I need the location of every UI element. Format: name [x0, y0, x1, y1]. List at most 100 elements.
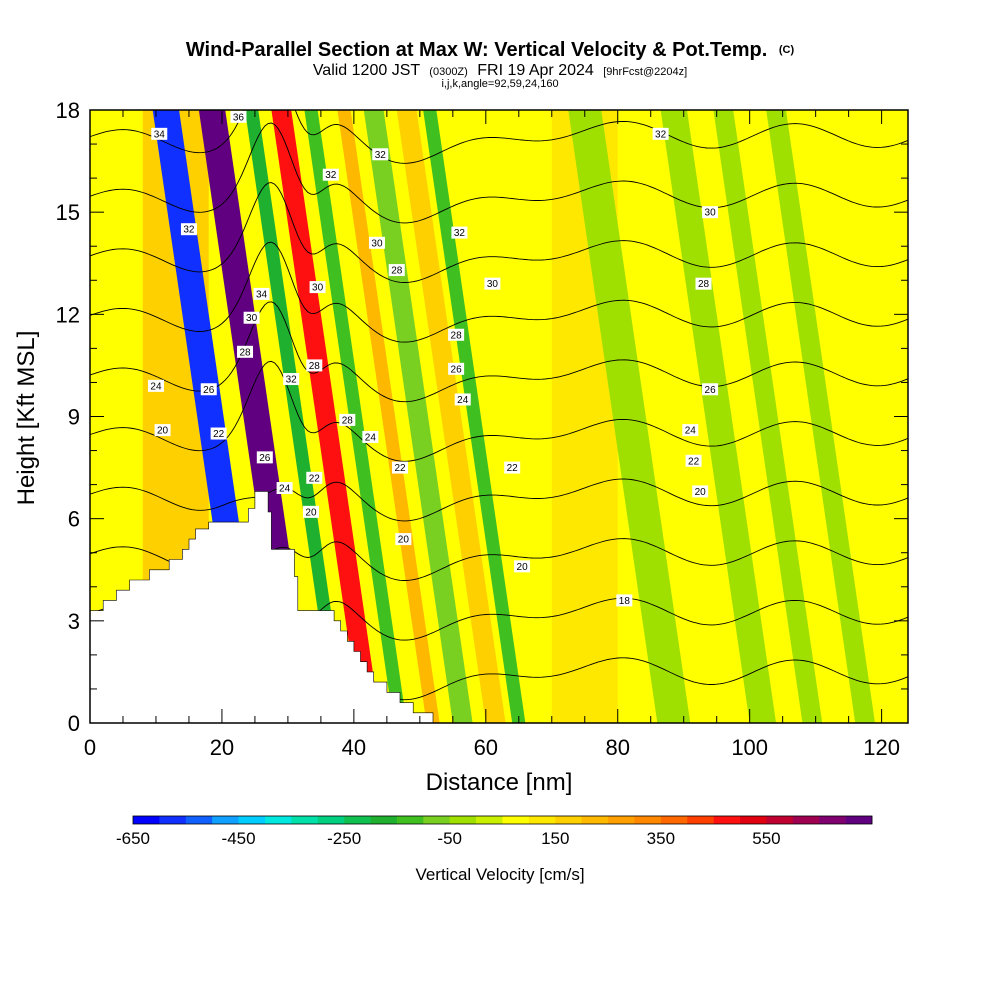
- contour-label-text: 32: [286, 375, 298, 386]
- colorbar-swatch: [476, 816, 503, 824]
- contour-label-bg: [448, 328, 465, 341]
- contour-label: 24: [362, 430, 379, 443]
- contour-label-text: 26: [259, 453, 271, 464]
- contour-label: 28: [695, 277, 712, 290]
- subtitle-valid: Valid 1200 JST: [313, 62, 421, 79]
- contour-label-text: 28: [698, 279, 710, 290]
- contour-label: 32: [652, 127, 669, 140]
- contour-label: 28: [388, 264, 405, 277]
- contour-label-bg: [372, 148, 389, 161]
- contour-label-text: 26: [203, 385, 215, 396]
- y-tick-labels: 0 3 6 9 12 15 18: [56, 98, 80, 736]
- colorbar-swatch: [396, 816, 424, 824]
- contour-label: 22: [306, 471, 323, 484]
- contour-label-text: 24: [150, 381, 162, 392]
- contour-label-text: 22: [309, 473, 321, 484]
- x-tick-labels: 0 20 40 60 80 100 120: [84, 735, 900, 760]
- contour-label-text: 34: [154, 129, 166, 140]
- contour-label: 28: [306, 359, 323, 372]
- contour-label-text: 34: [256, 289, 268, 300]
- contour-label: 36: [230, 110, 247, 123]
- contour-label-bg: [454, 393, 471, 406]
- colorbar-swatch: [159, 816, 187, 824]
- colorbar-swatch: [740, 816, 767, 824]
- contour-label-bg: [682, 424, 699, 437]
- contour-label-bg: [200, 383, 217, 396]
- title-block: Wind-Parallel Section at Max W: Vertical…: [186, 39, 795, 90]
- contour-label-text: 22: [213, 429, 225, 440]
- contour-label: 30: [484, 277, 501, 290]
- contour-label-text: 20: [305, 507, 317, 518]
- colorbar-swatch: [344, 816, 371, 824]
- colorbar-swatch: [634, 816, 662, 824]
- velocity-band: [568, 110, 691, 723]
- contour-label-text: 32: [183, 225, 195, 236]
- contour-label: 22: [504, 461, 521, 474]
- theta-contour-line: [90, 182, 908, 283]
- colorbar-tick-label: 550: [752, 829, 780, 848]
- contour-label-text: 30: [705, 208, 717, 219]
- contour-labels: 34 36 32 24 26 20 22 28 30 34 26 24 32 28 30 22 20 32 30 32…: [147, 110, 719, 607]
- theta-contour-line: [90, 241, 908, 343]
- colorbar-tick-label: -450: [222, 829, 256, 848]
- colorbar-swatch: [792, 816, 820, 824]
- x-tick-label: 80: [605, 735, 629, 760]
- y-axis-label: Height [Kft MSL]: [13, 331, 40, 506]
- contour-label: 26: [448, 362, 465, 375]
- contour-label: 34: [151, 127, 168, 140]
- contour-label-bg: [210, 427, 227, 440]
- chart-title: Wind-Parallel Section at Max W: Vertical…: [186, 39, 795, 61]
- contour-label-bg: [702, 383, 719, 396]
- velocity-band: [245, 110, 348, 723]
- contour-label: 20: [692, 485, 709, 498]
- y-tick-label: 9: [68, 405, 80, 430]
- contour-label-text: 24: [457, 395, 469, 406]
- contour-label: 30: [702, 206, 719, 219]
- contour-label: 20: [514, 560, 531, 573]
- contour-label: 20: [154, 424, 171, 437]
- colorbar-title: Vertical Velocity [cm/s]: [415, 865, 584, 884]
- chart-title-mark: (C): [779, 44, 795, 56]
- contour-label-text: 20: [398, 535, 410, 546]
- contour-label-bg: [283, 373, 300, 386]
- contour-label-bg: [695, 277, 712, 290]
- colorbar-swatch: [317, 816, 345, 824]
- contour-label-text: 28: [309, 361, 321, 372]
- velocity-band: [337, 110, 440, 723]
- contour-label-bg: [306, 471, 323, 484]
- contour-label-bg: [309, 281, 326, 294]
- x-tick-label: 0: [84, 735, 96, 760]
- colorbar-swatch: [713, 816, 741, 824]
- y-tick-label: 15: [56, 200, 80, 225]
- contour-label-bg: [180, 223, 197, 236]
- contour-label: 18: [616, 594, 633, 607]
- contour-label: 20: [395, 533, 412, 546]
- velocity-band: [271, 110, 381, 723]
- contour-label-text: 28: [239, 347, 251, 358]
- colorbar-swatch: [264, 816, 292, 824]
- contour-label-bg: [692, 485, 709, 498]
- theta-contour-line: [90, 122, 908, 224]
- contour-label-bg: [368, 236, 385, 249]
- velocity-band: [304, 110, 407, 723]
- velocity-band: [396, 110, 506, 723]
- velocity-band: [766, 110, 876, 723]
- colorbar-tick-label: -50: [437, 829, 462, 848]
- velocity-band: [363, 110, 473, 723]
- y-tick-label: 0: [68, 711, 80, 736]
- contour-label-bg: [451, 226, 468, 239]
- chart-subtitle: Valid 1200 JST (0300Z) FRI 19 Apr 2024 […: [313, 62, 687, 79]
- contour-label: 34: [253, 287, 270, 300]
- contour-label: 32: [451, 226, 468, 239]
- colorbar-swatch: [133, 816, 160, 824]
- contour-label: 28: [448, 328, 465, 341]
- x-tick-label: 120: [863, 735, 900, 760]
- contour-label-bg: [616, 594, 633, 607]
- y-tick-label: 3: [68, 609, 80, 634]
- contour-label-text: 32: [325, 170, 337, 181]
- terrain: [90, 491, 434, 723]
- contour-label-bg: [253, 287, 270, 300]
- contour-label-bg: [237, 345, 254, 358]
- contour-label-bg: [306, 359, 323, 372]
